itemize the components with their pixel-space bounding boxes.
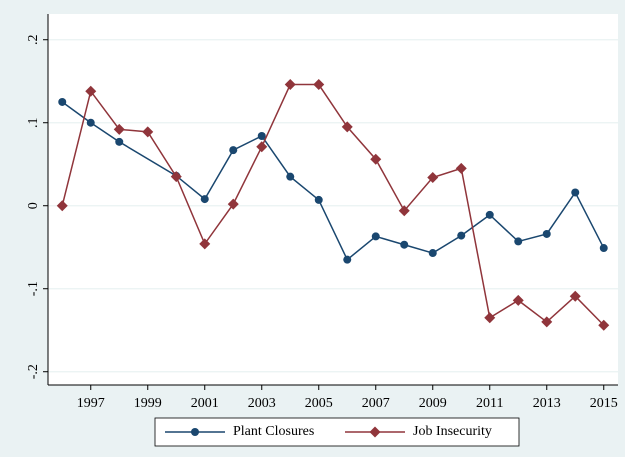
marker [398,205,410,217]
marker [142,126,154,138]
marker [369,426,381,438]
marker [542,229,551,238]
marker [455,162,467,174]
marker [227,198,239,210]
marker [170,171,182,183]
marker [598,319,610,331]
marker [313,79,325,91]
marker [484,312,496,324]
marker [512,294,524,306]
marker [370,153,382,165]
plot-area [48,14,618,385]
marker [86,118,95,127]
marker [569,290,581,302]
y-tick-label: 0 [26,202,41,209]
x-tick-label: 1999 [134,396,162,411]
marker [199,238,211,250]
x-tick-label: 2001 [191,396,219,411]
y-tick-label: .1 [26,117,41,128]
series-line [61,83,605,326]
x-tick-label: 2013 [533,396,561,411]
marker [229,146,238,155]
marker [191,428,199,436]
marker [113,123,125,135]
marker [85,85,97,97]
y-tick-label: -.2 [26,364,41,379]
marker [371,232,380,241]
marker [485,210,494,219]
x-tick-label: 2007 [362,396,390,411]
marker [314,195,323,204]
marker [571,188,580,197]
marker [428,249,437,258]
marker [341,121,353,133]
marker [115,137,124,146]
x-tick-label: 2003 [248,396,276,411]
x-tick-label: 2015 [590,396,618,411]
marker [541,316,553,328]
x-tick-label: 1997 [77,396,105,411]
marker [58,97,67,106]
marker [257,132,266,141]
y-tick-label: -.1 [26,281,41,296]
marker [400,240,409,249]
marker [343,255,352,264]
marker [457,231,466,240]
marker [286,172,295,181]
marker [284,79,296,91]
marker [56,200,68,212]
marker [200,195,209,204]
y-tick-label: .2 [26,34,41,45]
marker [256,141,268,153]
marker [599,244,608,253]
marker [427,172,439,184]
x-tick-label: 2005 [305,396,333,411]
legend-label: Plant Closures [233,424,314,439]
marker [514,237,523,246]
legend-label: Job Insecurity [413,424,492,439]
x-tick-label: 2009 [419,396,447,411]
x-tick-label: 2011 [476,396,503,411]
